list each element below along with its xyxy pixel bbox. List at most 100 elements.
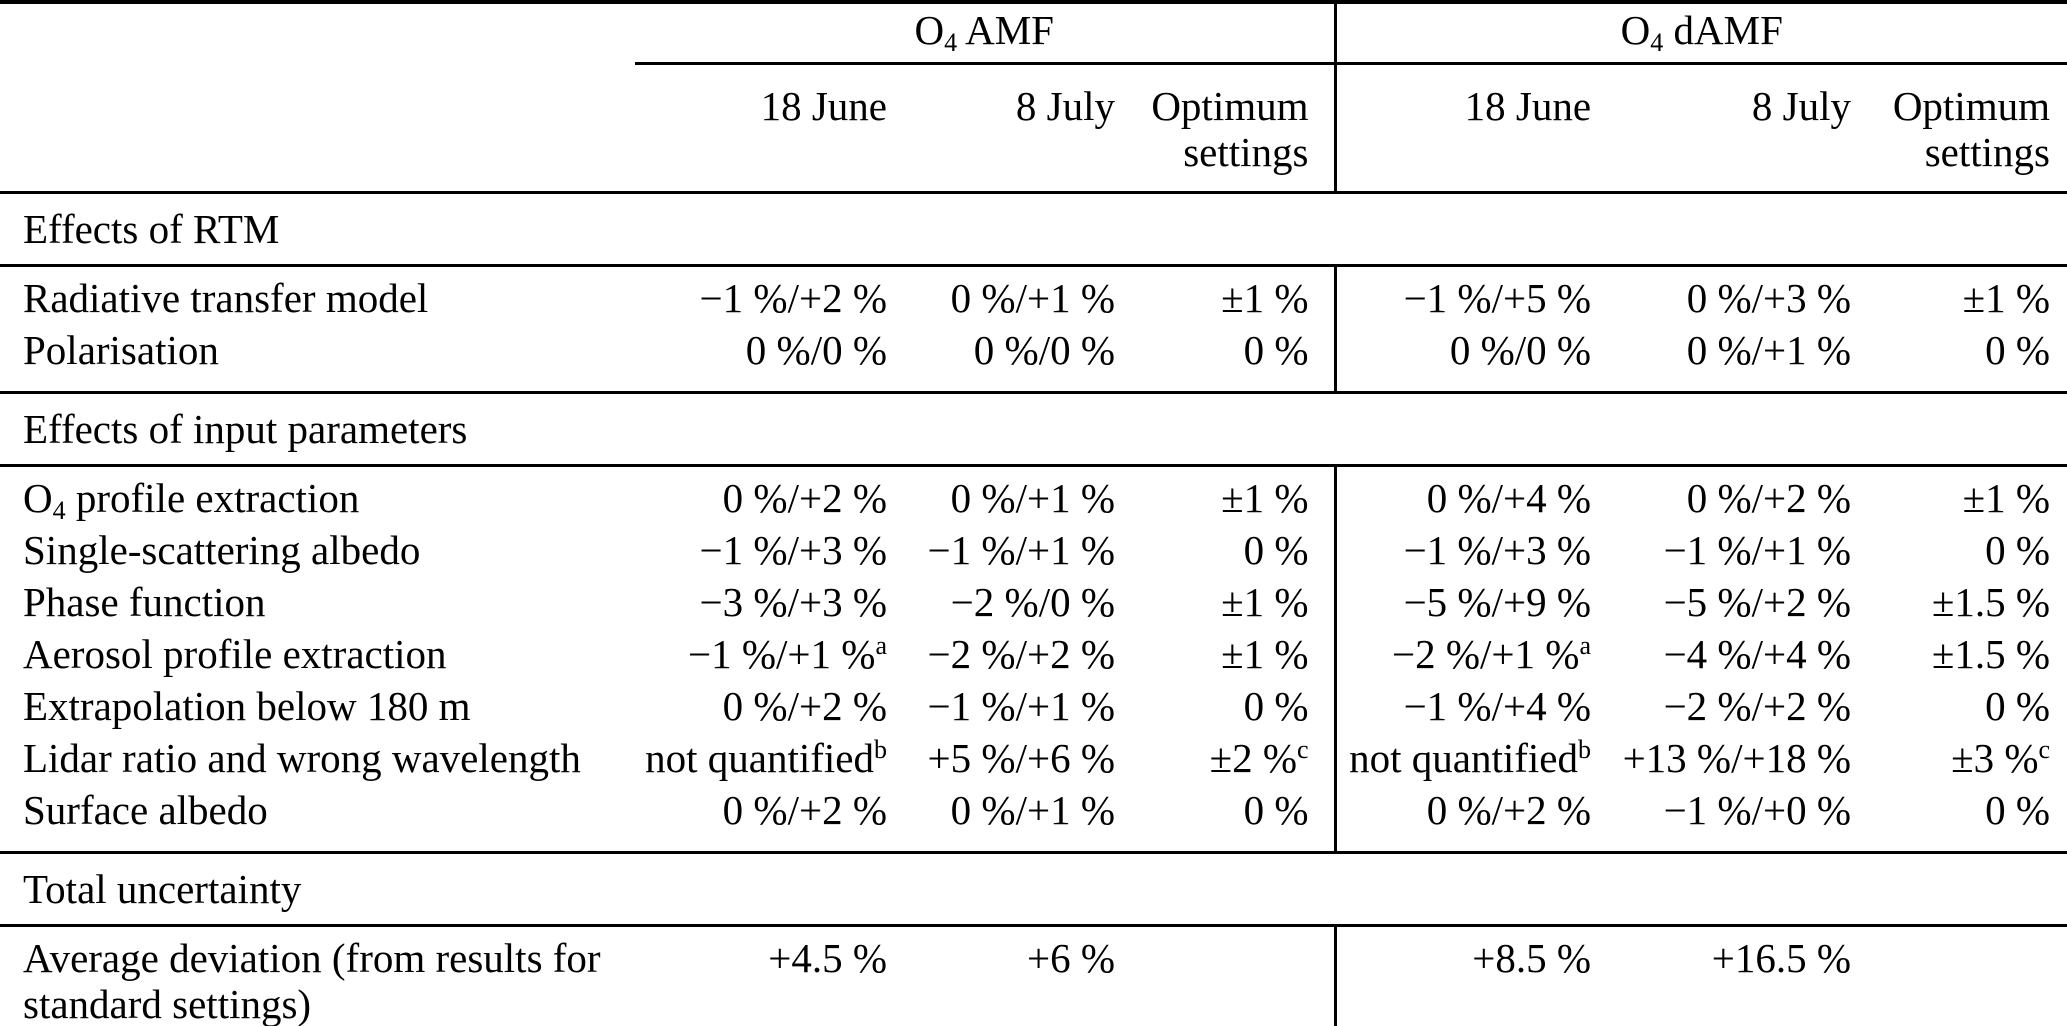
value-text: 0 % <box>1243 787 1309 833</box>
value-text: 0 % <box>1985 527 2051 573</box>
row-label: Single-scattering albedo <box>23 527 421 573</box>
table-row: Aerosol profile extraction −1 %/+1 %a −2… <box>0 631 2067 683</box>
value-cell: 0 %/0 % <box>635 327 887 394</box>
value-cell: 0 %/+1 % <box>887 266 1115 328</box>
table-row: Phase function −3 %/+3 % −2 %/0 % ±1 % −… <box>0 579 2067 631</box>
value-text: −2 %/+2 % <box>1663 683 1852 729</box>
col-header-damf-18june: 18 June <box>1333 63 1592 194</box>
section-title-effects-of-input-parameters: Effects of input parameters <box>0 392 2067 467</box>
value-text: −4 %/+4 % <box>1663 631 1852 677</box>
table-row: Lidar ratio and wrong wavelength not qua… <box>0 735 2067 787</box>
value-cell: 0 %/+2 % <box>1333 787 1592 854</box>
col-header-amf-optimum: Optimum settings <box>1115 63 1336 194</box>
spacer-cell <box>0 63 635 194</box>
value-cell: 0 %/+2 % <box>635 683 887 735</box>
value-text: 0 % <box>1985 683 2051 729</box>
value-text: 0 %/+2 % <box>722 787 887 833</box>
label-text: profile extraction <box>65 475 360 521</box>
value-cell: ±1.5 % <box>1851 579 2067 631</box>
value-text: 0 %/+2 % <box>722 475 887 521</box>
group-header-o4-damf: O4 dAMF <box>1333 2 2067 65</box>
value-text: −1 %/+1 % <box>927 683 1115 729</box>
row-label: Lidar ratio and wrong wavelength <box>23 735 581 781</box>
group-header-o4-amf: O4 AMF <box>635 2 1336 65</box>
label-text: Average deviation (from results for <box>23 935 601 981</box>
value-text: −1 %/+5 % <box>1403 275 1592 321</box>
value-text: 0 %/+3 % <box>1686 275 1852 321</box>
value-text: +5 %/+6 % <box>927 735 1115 781</box>
row-label: Average deviation (from results for stan… <box>0 926 635 1026</box>
value-cell: 0 %/+2 % <box>635 466 887 528</box>
value-cell: 0 % <box>1851 787 2067 854</box>
table-row: Extrapolation below 180 m 0 %/+2 % −1 %/… <box>0 683 2067 735</box>
row-label: Aerosol profile extraction <box>23 631 447 677</box>
group-label-text: O <box>1620 7 1651 53</box>
value-text: 0 %/+1 % <box>950 787 1115 833</box>
value-text: −2 %/+1 % <box>1392 631 1580 677</box>
footnote-marker: b <box>1578 735 1592 764</box>
value-text: not quantified <box>645 735 874 781</box>
value-cell: 0 % <box>1851 527 2067 579</box>
value-text: +13 %/+18 % <box>1622 735 1852 781</box>
value-cell: +8.5 % <box>1333 925 1592 1026</box>
subscript: 4 <box>944 28 958 57</box>
footnote-marker: a <box>875 631 887 660</box>
value-cell: 0 %/+3 % <box>1591 266 1851 328</box>
value-text: +6 % <box>1026 935 1115 981</box>
value-text: ±1.5 % <box>1931 579 2051 625</box>
row-label: Phase function <box>23 579 266 625</box>
table-row: Radiative transfer model −1 %/+2 % 0 %/+… <box>0 265 2067 328</box>
section-title-effects-of-rtm: Effects of RTM <box>0 192 2067 267</box>
value-text: ±1 % <box>1221 579 1309 625</box>
value-text: ±1 % <box>1221 631 1309 677</box>
value-cell: 0 % <box>1115 327 1336 394</box>
value-text: 0 % <box>1243 527 1309 573</box>
value-cell: −1 %/+1 % <box>1591 527 1851 579</box>
value-text: ±1 % <box>1221 475 1309 521</box>
value-cell: −2 %/+1 %a <box>1333 631 1592 683</box>
value-cell: 0 % <box>1115 787 1336 854</box>
value-text: 0 %/+2 % <box>722 683 887 729</box>
value-cell: +4.5 % <box>635 926 887 1026</box>
value-cell: ±1.5 % <box>1851 631 2067 683</box>
value-text: +8.5 % <box>1472 935 1592 981</box>
group-header-row: O4 AMF O4 dAMF <box>0 2 2067 65</box>
value-text: ±1.5 % <box>1931 631 2051 677</box>
value-cell: −5 %/+2 % <box>1591 579 1851 631</box>
value-text: ±1 % <box>1962 475 2051 521</box>
section-title-total-uncertainty: Total uncertainty <box>0 852 2067 927</box>
table-row: O4 profile extraction 0 %/+2 % 0 %/+1 % … <box>0 465 2067 528</box>
value-cell: −5 %/+9 % <box>1333 579 1592 631</box>
value-text: −2 %/+2 % <box>927 631 1115 677</box>
value-cell: 0 %/+1 % <box>1591 327 1852 394</box>
header-line: Optimum <box>1151 83 1309 129</box>
value-cell: −1 %/+2 % <box>635 266 887 328</box>
value-cell: ±1 % <box>1851 466 2067 528</box>
value-text: 0 %/+2 % <box>1426 787 1592 833</box>
col-header-amf-18june: 18 June <box>635 63 887 194</box>
value-cell <box>1851 926 2067 1026</box>
value-cell <box>1115 926 1335 1026</box>
value-text: 0 %/+1 % <box>950 475 1115 521</box>
value-cell: +16.5 % <box>1591 926 1851 1026</box>
value-cell: −1 %/+1 % <box>887 683 1115 735</box>
value-cell: ±1 % <box>1851 266 2067 328</box>
value-cell: 0 %/+2 % <box>1591 466 1851 528</box>
value-cell: +13 %/+18 % <box>1591 735 1851 787</box>
value-text: −1 %/+1 % <box>1663 527 1852 573</box>
value-text: −5 %/+9 % <box>1403 579 1592 625</box>
value-cell: −1 %/+1 %a <box>635 631 887 683</box>
section-row: Effects of RTM <box>0 192 2067 267</box>
value-text: ±1 % <box>1221 275 1309 321</box>
value-text: 0 % <box>1985 787 2051 833</box>
value-text: ±3 % <box>1951 735 2039 781</box>
value-cell: 0 %/+4 % <box>1333 465 1592 527</box>
row-label: Extrapolation below 180 m <box>23 683 471 729</box>
value-text: −1 %/+3 % <box>699 527 887 573</box>
value-cell: +6 % <box>887 926 1115 1026</box>
value-text: −3 %/+3 % <box>699 579 887 625</box>
value-text: −1 %/+1 % <box>927 527 1115 573</box>
label-text: O <box>23 475 53 521</box>
value-cell: +5 %/+6 % <box>887 735 1115 787</box>
